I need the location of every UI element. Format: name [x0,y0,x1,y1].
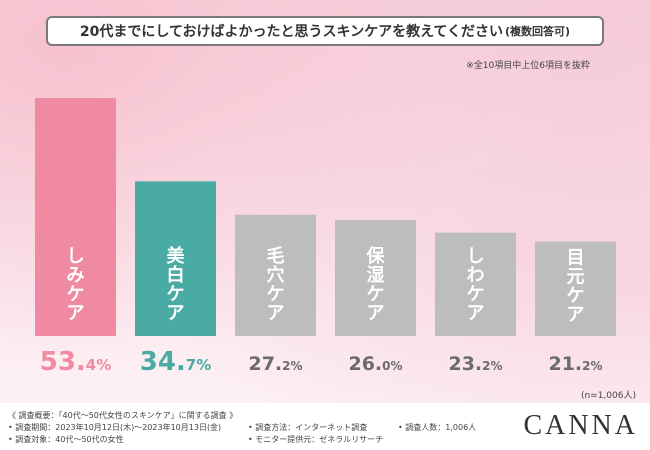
category-label-1: しみケア [67,246,85,324]
value-label-4: 26.0% [348,353,402,375]
bar-4 [335,220,416,336]
value-label-3: 27.2% [248,353,302,375]
category-label-4: 保湿ケア [366,245,386,324]
category-label-3: 毛穴ケア [267,245,285,324]
survey-overview: 《 調査概要：「40代～50代女性のスキンケア」に関する調査 》 [8,411,238,420]
sample-size-label: (n=1,006人) [580,391,636,401]
bar-3 [235,214,316,336]
category-label-5: しわケア [467,246,485,324]
monitor-provider: • モニター提供元：ゼネラルリサーチ [248,435,384,444]
value-label-6: 21.2% [548,353,602,375]
category-label-6: 目元ケア [567,248,585,326]
bar-1 [35,98,116,336]
chart-title-suffix: (複数回答可) [505,25,571,38]
chart-title-box: 20代までにしておけばよかったと思うスキンケアを教えてください (複数回答可) [46,16,604,46]
bar-2 [135,181,216,336]
canna-logo: CANNA [523,410,638,441]
survey-method: • 調査方法：インターネット調査 [248,423,368,432]
survey-footer: 《 調査概要：「40代～50代女性のスキンケア」に関する調査 》 • 調査期間：… [0,403,650,450]
value-label-5: 23.2% [448,353,502,375]
chart-title: 20代までにしておけばよかったと思うスキンケアを教えてください [79,24,504,40]
survey-target: • 調査対象：40代～50代の女性 [8,435,124,444]
survey-count: • 調査人数：1,006人 [398,423,477,432]
bar-5 [435,232,516,336]
category-label-2: 美白ケア [167,245,185,324]
bar-chart: しみケア 53.4% 美白ケア 34.7% 毛穴ケア 27.2% 保湿ケア 26.0% しわケア… [35,98,616,377]
bar-6 [535,241,616,336]
value-label-1: 53.4% [40,347,112,377]
selection-note: ※全10項目中上位6項目を抜粋 [466,61,590,71]
value-label-2: 34.7% [140,347,212,377]
survey-period: • 調査期間：2023年10月12日(木)～2023年10月13日(金) [8,423,222,432]
